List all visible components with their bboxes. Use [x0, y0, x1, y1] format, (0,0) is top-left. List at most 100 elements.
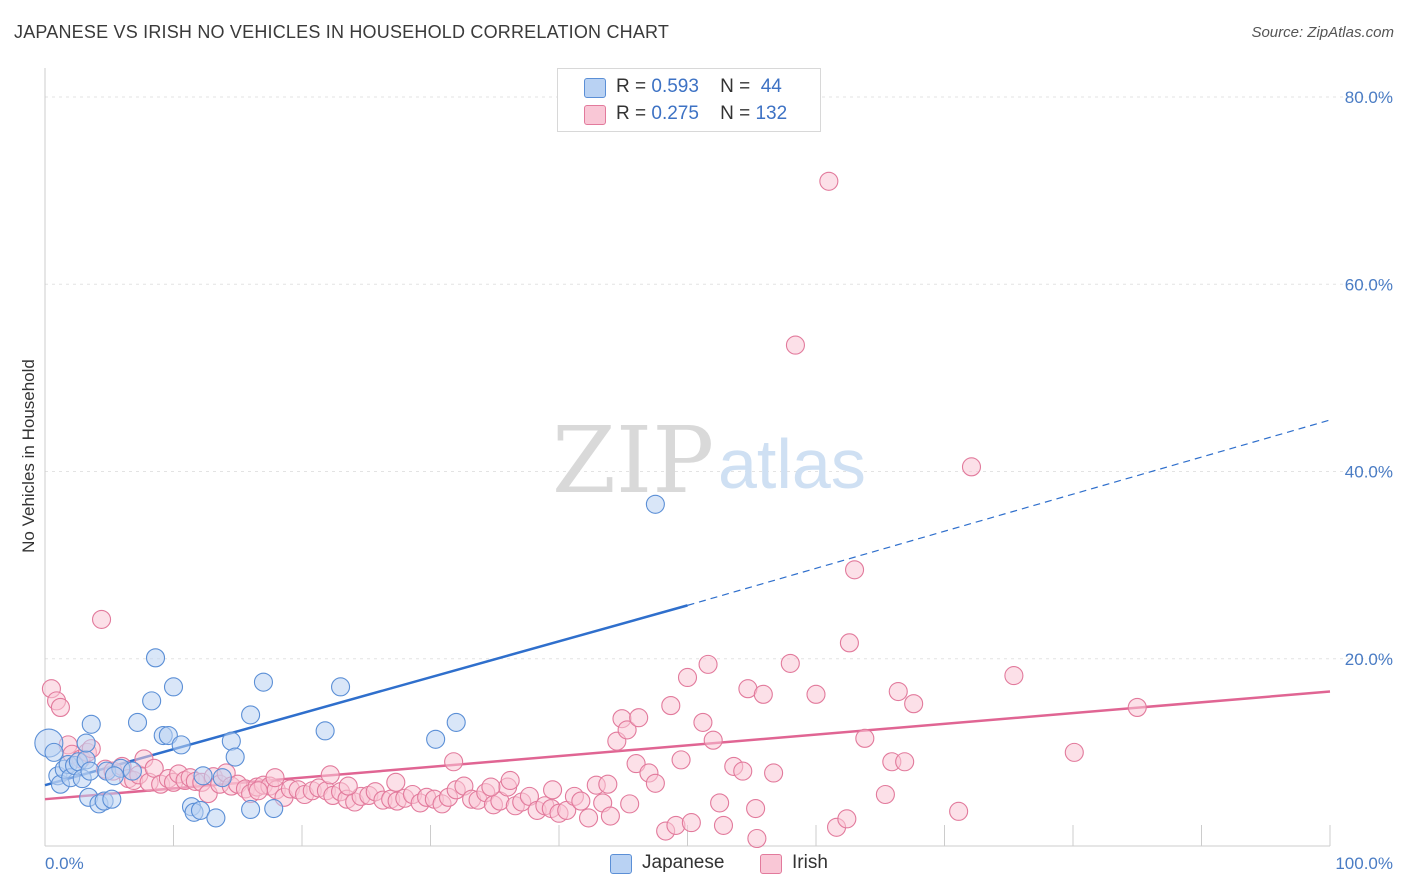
data-point-japanese [190, 800, 211, 820]
y-tick-label: 40.0% [1345, 463, 1393, 482]
axes [44, 68, 1331, 847]
data-point-japanese [426, 729, 446, 749]
data-point-irish [579, 808, 599, 828]
data-point-irish [320, 765, 340, 785]
data-point-irish [698, 654, 718, 674]
data-point-japanese [446, 712, 466, 732]
data-point-irish [713, 815, 734, 835]
data-point-irish [338, 776, 358, 796]
bottom-legend-swatch-irish [760, 854, 782, 874]
data-point-irish [839, 633, 859, 653]
data-point-irish [1064, 742, 1084, 762]
data-point-irish [806, 684, 826, 704]
data-point-irish [265, 768, 285, 788]
data-point-irish [785, 335, 805, 355]
data-point-japanese [102, 789, 122, 809]
chart-source: Source: ZipAtlas.com [1251, 24, 1394, 41]
data-point-irish [949, 801, 969, 821]
data-point-irish [444, 752, 464, 772]
y-axis-label: No Vehicles in Household [19, 359, 38, 553]
grid-lines [45, 96, 1392, 660]
y-tick-label: 80.0% [1345, 88, 1393, 107]
data-point-irish [571, 791, 591, 811]
data-point-irish [764, 763, 784, 783]
data-point-japanese [315, 721, 335, 741]
data-point-irish [733, 761, 753, 781]
data-point-japanese [81, 714, 101, 734]
data-point-japanese [145, 648, 166, 668]
legend-n-value: 132 [755, 103, 788, 124]
data-point-irish [780, 653, 800, 673]
data-point-irish [710, 793, 730, 813]
x-tick-label: 0.0% [45, 854, 84, 873]
data-point-irish [753, 684, 773, 704]
data-point-japanese [76, 733, 96, 753]
data-point-irish [961, 457, 982, 477]
legend-swatch-irish [584, 105, 606, 125]
data-point-irish [661, 696, 681, 716]
data-point-irish [481, 777, 501, 797]
data-point-irish [904, 694, 924, 714]
bottom-legend-swatch-japanese [610, 854, 632, 874]
data-point-irish [671, 750, 691, 770]
data-point-irish [500, 770, 520, 791]
tick-labels: 20.0% 40.0% 60.0% 80.0% 0.0% 100.0% [45, 88, 1393, 873]
watermark-zip: ZIP [552, 407, 714, 514]
legend-r-label: R = [616, 103, 647, 124]
data-point-irish [617, 720, 637, 740]
data-point-japanese [221, 731, 241, 751]
data-point-japanese [104, 766, 124, 786]
data-point-japanese [241, 705, 261, 725]
data-point-japanese [44, 742, 64, 762]
data-point-irish [543, 780, 563, 800]
data-point-irish [1127, 697, 1147, 717]
y-tick-label: 60.0% [1345, 275, 1393, 294]
data-point-irish [600, 806, 620, 826]
data-point-irish [837, 809, 857, 829]
data-point-irish [91, 609, 112, 629]
data-point-japanese [241, 799, 261, 820]
correlation-legend: R = 0.593 N = 44 R = 0.275 N = 132 [557, 68, 821, 132]
data-point-irish [248, 781, 268, 801]
data-point-japanese [171, 735, 191, 755]
data-point-irish [598, 774, 618, 794]
data-point-japanese [158, 725, 178, 746]
watermark-atlas: atlas [718, 425, 866, 503]
data-point-japanese [645, 494, 665, 514]
data-point-japanese [80, 761, 100, 781]
data-point-irish [895, 752, 915, 772]
legend-n-label: N = [720, 103, 751, 124]
data-point-irish [620, 794, 640, 814]
legend-r-label: R = [616, 76, 647, 97]
data-point-irish [386, 772, 406, 792]
data-point-irish [645, 773, 665, 793]
data-point-irish [703, 730, 723, 750]
y-tick-label: 20.0% [1345, 650, 1393, 669]
data-point-irish [875, 784, 895, 805]
data-point-irish [626, 754, 646, 774]
data-point-irish [746, 798, 766, 819]
data-point-japanese [127, 712, 148, 732]
data-points [34, 171, 1147, 849]
legend-r-value: 0.593 [651, 76, 699, 97]
legend-n-label: N = [720, 76, 751, 97]
data-point-irish [855, 728, 875, 748]
data-point-japanese [163, 677, 184, 697]
bottom-legend-label: Irish [792, 852, 828, 873]
data-point-irish [50, 697, 70, 717]
legend-n-value: 44 [760, 76, 782, 97]
chart-title: JAPANESE VS IRISH NO VEHICLES IN HOUSEHO… [14, 22, 670, 42]
bottom-legend-label: Japanese [642, 852, 725, 873]
data-point-japanese [193, 766, 213, 786]
data-point-japanese [253, 672, 274, 692]
data-point-irish [681, 813, 701, 833]
data-point-japanese [142, 691, 162, 711]
data-point-japanese [206, 808, 226, 828]
data-point-irish [844, 560, 865, 580]
data-point-irish [677, 667, 698, 688]
data-point-japanese [225, 747, 245, 767]
data-point-irish [629, 708, 649, 728]
data-point-irish [747, 828, 767, 849]
data-point-irish [693, 712, 713, 732]
